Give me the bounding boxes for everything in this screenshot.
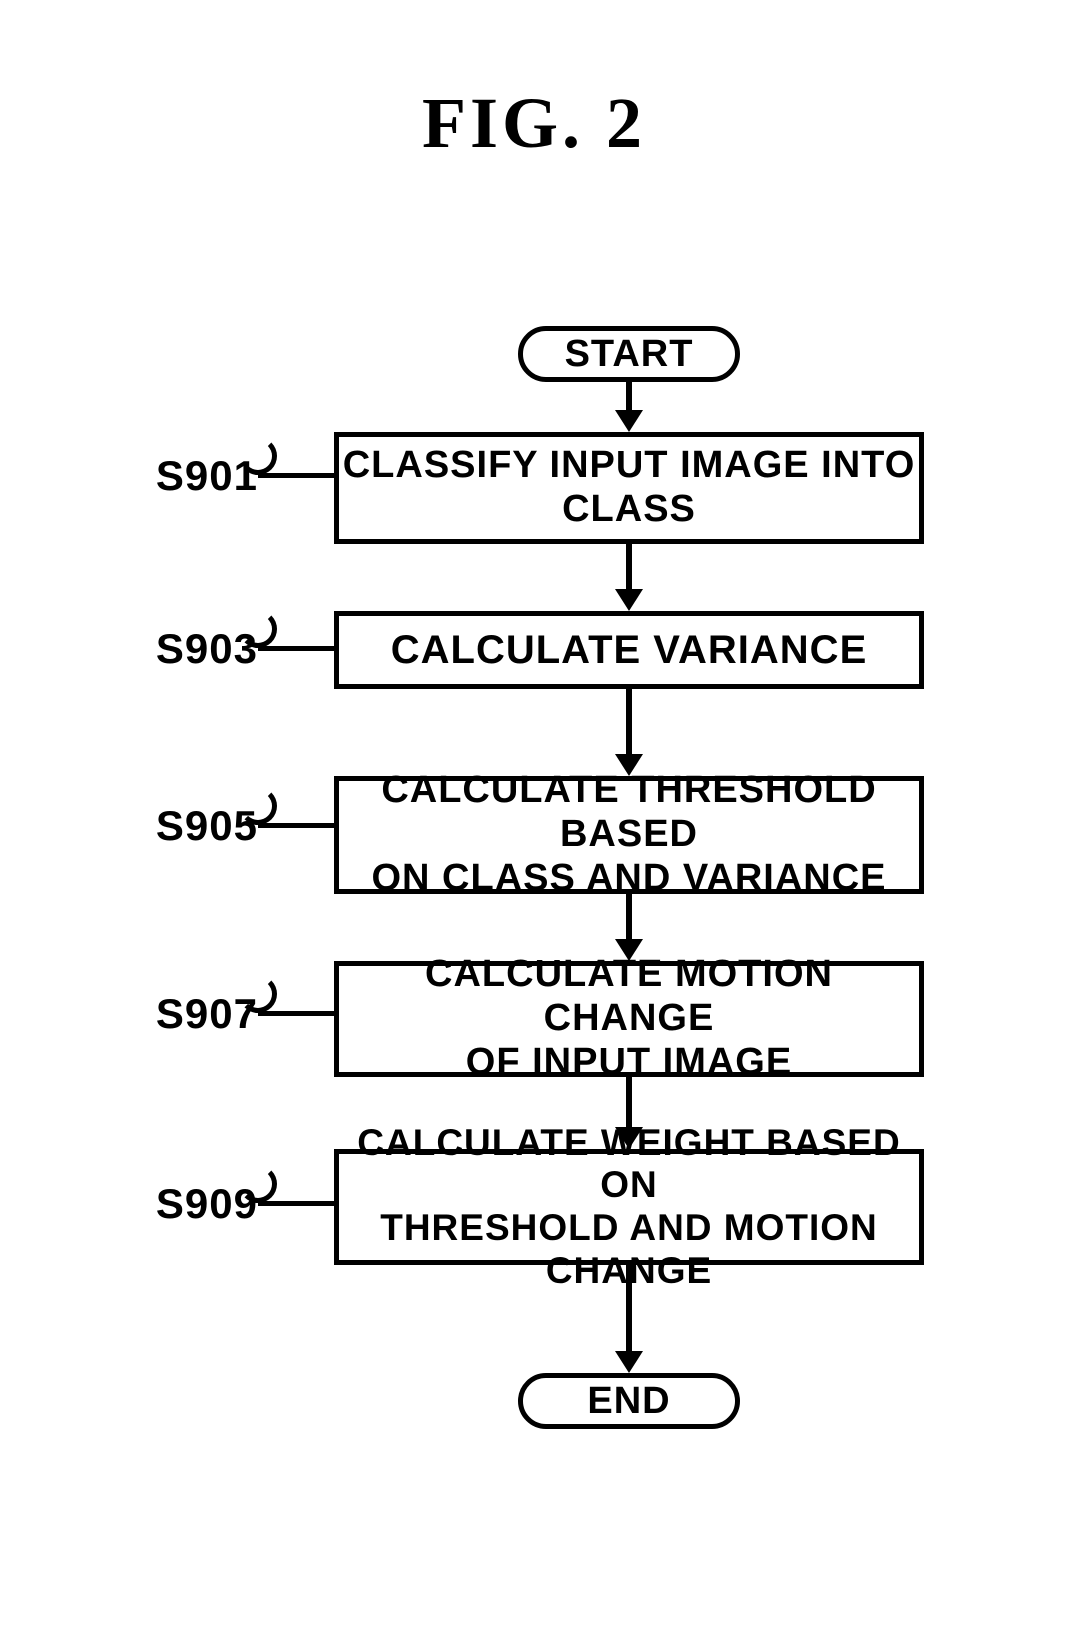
- flow-step-label-s907: S907: [108, 990, 258, 1038]
- connector-line-s905: [258, 823, 334, 828]
- flow-terminal-end-label: END: [587, 1380, 670, 1423]
- flow-step-label-s903: S903: [108, 625, 258, 673]
- flow-step-line: CLASS: [562, 488, 696, 532]
- flow-step-s901: CLASSIFY INPUT IMAGE INTO CLASS: [334, 432, 924, 544]
- connector-curve-s903: [239, 610, 277, 648]
- flow-terminal-start: START: [518, 326, 740, 382]
- connector-line-s901: [258, 473, 334, 478]
- flow-step-s909: CALCULATE WEIGHT BASED ON THRESHOLD AND …: [334, 1149, 924, 1265]
- flow-step-line: CALCULATE VARIANCE: [391, 627, 868, 673]
- flow-step-line: CALCULATE MOTION CHANGE: [339, 953, 919, 1040]
- flow-step-s903: CALCULATE VARIANCE: [334, 611, 924, 689]
- connector-curve-s901: [239, 437, 277, 475]
- figure-title: FIG. 2: [0, 82, 1068, 165]
- flow-step-label-s901: S901: [108, 452, 258, 500]
- connector-line-s907: [258, 1011, 334, 1016]
- connector-curve-s909: [239, 1165, 277, 1203]
- flow-step-line: CLASSIFY INPUT IMAGE INTO: [343, 444, 916, 488]
- flow-terminal-start-label: START: [565, 333, 694, 376]
- flow-step-s905: CALCULATE THRESHOLD BASED ON CLASS AND V…: [334, 776, 924, 894]
- connector-line-s903: [258, 646, 334, 651]
- connector-curve-s907: [239, 975, 277, 1013]
- flow-step-label-s909: S909: [108, 1180, 258, 1228]
- flow-step-line: CALCULATE THRESHOLD BASED: [339, 769, 919, 856]
- connector-curve-s905: [239, 787, 277, 825]
- connector-line-s909: [258, 1201, 334, 1206]
- flow-terminal-end: END: [518, 1373, 740, 1429]
- flow-step-label-s905: S905: [108, 802, 258, 850]
- flow-step-s907: CALCULATE MOTION CHANGE OF INPUT IMAGE: [334, 961, 924, 1077]
